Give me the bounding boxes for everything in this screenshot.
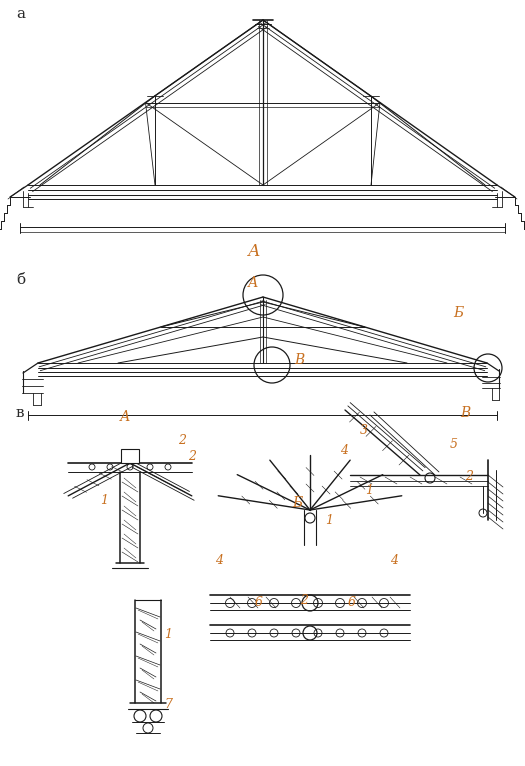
Text: Б: Б: [292, 496, 302, 510]
Text: 3: 3: [360, 424, 368, 437]
Text: 6: 6: [348, 597, 356, 610]
Text: Б: Б: [453, 306, 463, 320]
Text: 1: 1: [325, 513, 333, 526]
Text: 2: 2: [300, 594, 308, 607]
Text: 4: 4: [215, 554, 223, 567]
Text: а: а: [16, 7, 25, 21]
Text: в: в: [16, 406, 25, 420]
Text: 1: 1: [164, 628, 172, 641]
Text: б: б: [16, 273, 25, 287]
Text: 4: 4: [390, 554, 398, 567]
Text: А: А: [248, 244, 260, 260]
Text: 2: 2: [465, 470, 473, 483]
Text: 1: 1: [100, 493, 108, 506]
Text: В: В: [460, 406, 470, 420]
Text: А: А: [248, 276, 258, 290]
Text: 7: 7: [164, 699, 172, 712]
Text: В: В: [294, 353, 304, 367]
Text: А: А: [120, 410, 131, 424]
Text: 4: 4: [340, 444, 348, 457]
Text: 2: 2: [188, 450, 196, 463]
Bar: [121, 449, 139, 463]
Text: 2: 2: [178, 434, 186, 447]
Text: 6: 6: [255, 597, 263, 610]
Text: 5: 5: [450, 438, 458, 451]
Text: 1: 1: [365, 483, 373, 496]
